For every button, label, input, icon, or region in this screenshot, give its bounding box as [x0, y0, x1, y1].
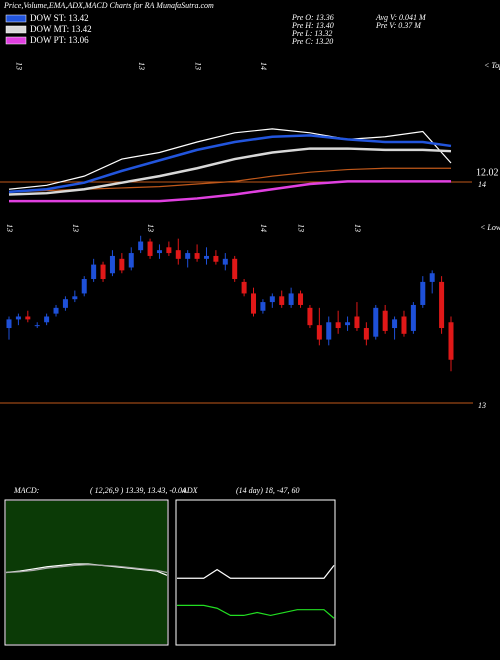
series-line — [9, 180, 451, 203]
candle-body — [119, 258, 125, 271]
x-tick-label: 13 — [297, 224, 306, 232]
adx-frame — [175, 499, 336, 646]
candle-body — [279, 296, 285, 305]
x-tick-label: 13 — [353, 224, 362, 232]
candle-body — [53, 307, 59, 314]
page-title: Price,Volume,EMA,ADX,MACD Charts for RA … — [3, 1, 214, 10]
legend-swatch — [5, 14, 27, 23]
candle-body — [345, 322, 351, 326]
candle-body — [81, 279, 87, 294]
x-tick-label: 14 — [259, 224, 268, 232]
x-tick-label: 13 — [193, 62, 202, 70]
info-text: Pre O: 13.36 — [291, 13, 334, 22]
legend-label: DOW PT: 13.06 — [30, 35, 89, 45]
candle-body — [128, 253, 134, 268]
candle-body — [401, 316, 407, 334]
candle-body — [147, 241, 153, 256]
candle-body — [392, 319, 398, 329]
x-tick-label: 13 — [15, 62, 24, 70]
legend-label: DOW MT: 13.42 — [30, 24, 92, 34]
candle-body — [203, 255, 209, 259]
candle-body — [251, 293, 257, 314]
panel-background — [6, 501, 167, 644]
candle-body — [72, 296, 78, 300]
panel-title: ( 12,26,9 ) 13.39, 13.43, -0.04 — [90, 486, 186, 495]
candle-body — [166, 247, 172, 254]
candle-body — [448, 322, 454, 360]
x-tick-label: 13 — [146, 224, 155, 232]
candle-body — [326, 322, 332, 340]
series-line — [5, 563, 168, 576]
candle-body — [44, 316, 50, 323]
y-tick-label: 13 — [478, 401, 486, 410]
info-text: Pre V: 0.37 M — [375, 21, 422, 30]
candle-body — [62, 299, 68, 308]
candle-body — [307, 307, 313, 326]
info-text: Pre H: 13.40 — [291, 21, 334, 30]
candle-body — [185, 253, 191, 259]
info-text: Pre L: 13.32 — [291, 29, 332, 38]
candle-body — [410, 304, 416, 331]
candle-body — [156, 250, 162, 254]
x-tick-label: 13 — [71, 224, 80, 232]
info-text: Pre C: 13.20 — [291, 37, 333, 46]
candle-body — [429, 273, 435, 282]
series-line — [8, 147, 452, 196]
candle-body — [260, 302, 266, 311]
series-line — [5, 564, 168, 574]
candle-body — [25, 316, 31, 320]
annotation: 14 — [478, 180, 486, 189]
x-tick-label: 13 — [5, 224, 14, 232]
candle-body — [241, 281, 247, 294]
series-line — [8, 134, 452, 194]
candle-body — [34, 325, 40, 327]
annotation: 12.02 — [476, 167, 499, 178]
panel-label: ADX — [181, 486, 199, 495]
candle-body — [138, 241, 144, 251]
legend-label: DOW ST: 13.42 — [30, 13, 89, 23]
candle-body — [439, 281, 445, 329]
candle-body — [420, 281, 426, 305]
candle-body — [316, 325, 322, 340]
candle-body — [354, 316, 360, 329]
candle-body — [100, 264, 106, 280]
x-tick-label: 13 — [137, 62, 146, 70]
candle-body — [373, 307, 379, 337]
panel-title: (14 day) 18, -47, 60 — [236, 486, 300, 495]
candle-body — [194, 253, 200, 259]
candle-body — [109, 255, 115, 274]
candle-body — [15, 316, 21, 320]
candle-body — [269, 296, 275, 303]
macd-frame — [4, 499, 169, 646]
series-line — [177, 604, 335, 619]
candle-body — [298, 293, 304, 305]
x-tick-label: 14 — [259, 62, 268, 70]
candle-body — [6, 319, 12, 329]
candle-body — [222, 258, 228, 265]
candle-body — [363, 328, 369, 340]
annotation: < Lowest — [480, 223, 500, 232]
candle-body — [335, 322, 341, 329]
candle-body — [232, 258, 238, 280]
series-line — [177, 564, 335, 579]
candle-body — [175, 250, 181, 259]
legend-swatch — [5, 36, 27, 45]
panel-background — [177, 501, 334, 644]
candle-body — [213, 255, 219, 262]
panel-label: MACD: — [13, 486, 40, 495]
candle-body — [382, 310, 388, 331]
candle-body — [288, 293, 294, 305]
annotation: < Topo — [484, 61, 500, 70]
candle-body — [91, 264, 97, 280]
info-text: Avg V: 0.041 M — [375, 13, 427, 22]
legend-swatch — [5, 25, 27, 34]
series-line — [8, 128, 452, 190]
